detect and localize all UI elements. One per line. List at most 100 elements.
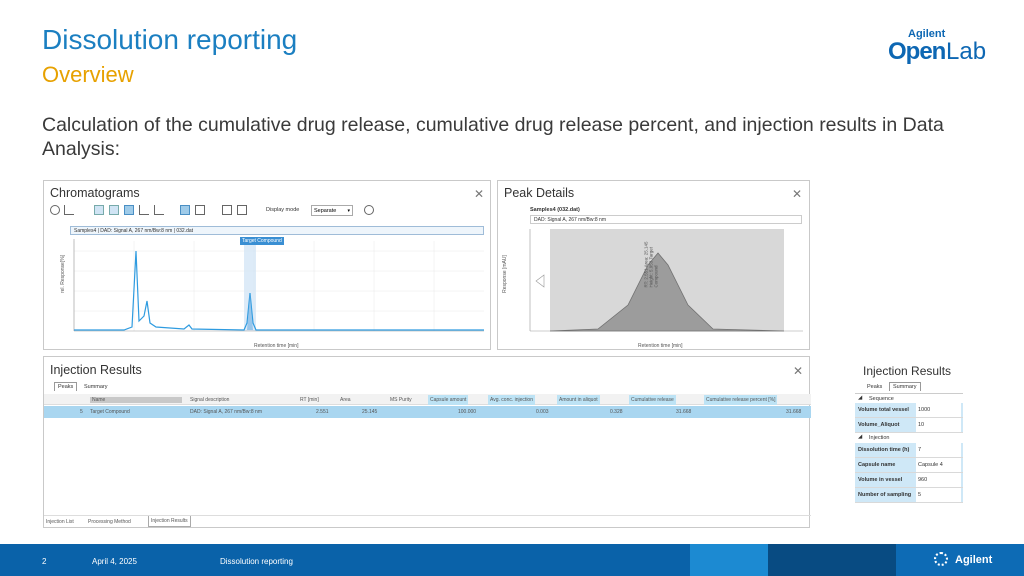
peak-y-axis-label: Response [mAU] xyxy=(501,255,508,293)
summary-key: Volume total vessel xyxy=(858,407,909,413)
chromatogram-trace xyxy=(74,250,484,331)
row-rt: 2.551 xyxy=(316,409,329,415)
summary-row: Number of sampling 5 xyxy=(855,488,963,503)
logo-lab-text: Lab xyxy=(946,38,987,65)
results-table-header: Name Signal description RT [min] Area MS… xyxy=(44,394,811,405)
bottom-tab-bar: Injection List Processing Method Injecti… xyxy=(44,515,811,528)
row-cum-release: 31.668 xyxy=(676,409,692,415)
collapse-icon[interactable]: ◢ xyxy=(858,434,863,440)
gear-icon[interactable] xyxy=(364,205,374,215)
summary-value: 1000 xyxy=(916,403,961,417)
tab-injection-results[interactable]: Injection Results xyxy=(148,516,191,527)
overlay-icon[interactable] xyxy=(109,205,119,215)
tab-processing-method[interactable]: Processing Method xyxy=(88,519,131,525)
summary-key: Volume_Aliquot xyxy=(858,422,900,428)
summary-tab-summary[interactable]: Summary xyxy=(889,382,921,391)
tab-injection-list[interactable]: Injection List xyxy=(46,519,74,525)
signal-header: Samples4 | DAD: Signal A, 267 nm/Bw:8 nm… xyxy=(70,226,484,235)
target-compound-tag: Target Compound xyxy=(240,237,284,245)
target-compound-label: Target Compound xyxy=(242,238,282,244)
summary-key: Volume in vessel xyxy=(858,477,903,483)
peak-annotation: RT: 2.551 Area: 25.145 Height: 5.953 Tar… xyxy=(643,241,659,288)
col-cum-release[interactable]: Cumulative release xyxy=(629,395,676,405)
chart-icon[interactable] xyxy=(64,205,74,215)
injection-label: Injection xyxy=(869,435,890,441)
summary-row: Volume in vessel 960 xyxy=(855,473,963,488)
summary-tab-peaks[interactable]: Peaks xyxy=(867,384,883,390)
sequence-label: Sequence xyxy=(869,396,894,402)
footer-accent-2 xyxy=(768,544,896,576)
col-rt[interactable]: RT [min] xyxy=(300,397,319,403)
chromatograms-title: Chromatograms xyxy=(50,186,140,200)
col-signal[interactable]: Signal description xyxy=(190,397,230,403)
row-area: 25.145 xyxy=(362,409,378,415)
collapse-icon[interactable]: ◢ xyxy=(858,395,863,401)
logo-open-text: Open xyxy=(888,38,946,65)
col-capsule-amount[interactable]: Capsule amount xyxy=(428,395,469,405)
chromatogram-chart xyxy=(73,239,484,332)
footer-brand: Agilent xyxy=(955,554,993,566)
col-amount-aliquot[interactable]: Amount in aliquot xyxy=(557,395,600,405)
summary-panel-title: Injection Results xyxy=(863,364,952,378)
row-amount-aliquot: 0.328 xyxy=(610,409,623,415)
target-highlight-band xyxy=(244,241,256,331)
tab-peaks[interactable]: Peaks xyxy=(54,382,78,391)
slide-subtitle: Overview xyxy=(42,62,134,87)
peak-x-axis-label: Retention time [min] xyxy=(638,343,683,349)
summary-value: 7 xyxy=(916,443,961,457)
col-cum-release-pct[interactable]: Cumulative release percent [%] xyxy=(704,395,778,405)
close-icon[interactable]: ✕ xyxy=(474,187,485,201)
zoom-icon[interactable] xyxy=(50,205,60,215)
display-mode-select[interactable]: Separate ▾ xyxy=(311,205,353,216)
summary-row: Dissolution time (h) 7 xyxy=(855,443,963,458)
summary-row: Volume total vessel 1000 xyxy=(855,403,963,418)
summary-value: 10 xyxy=(916,418,961,432)
stack-icon[interactable] xyxy=(94,205,104,215)
baseline-icon[interactable] xyxy=(154,205,164,215)
y-axis-label: rel. Response[%] xyxy=(60,254,67,294)
separate-icon[interactable] xyxy=(124,205,134,215)
peak-signal-label: DAD: Signal A, 267 nm/Bw:8 nm xyxy=(534,217,606,223)
tab-summary[interactable]: Summary xyxy=(84,384,108,390)
chromatograms-panel: Chromatograms ✕ Display mode Separate ▾ … xyxy=(43,180,491,350)
summary-value: Capsule 4 xyxy=(916,458,961,472)
openlab-logo: Agilent Open Lab xyxy=(886,28,986,68)
agilent-spark-icon xyxy=(934,552,948,566)
target-peak-fill xyxy=(247,293,253,330)
footer-date: April 4, 2025 xyxy=(92,557,137,566)
summary-value: 960 xyxy=(916,473,961,487)
injection-header[interactable]: ◢ Injection xyxy=(855,433,963,443)
summary-row: Capsule name Capsule 4 xyxy=(855,458,963,473)
export-icon[interactable] xyxy=(222,205,232,215)
col-avg-conc[interactable]: Avg. conc. injection xyxy=(488,395,535,405)
table-row[interactable]: 5 Target Compound DAD: Signal A, 267 nm/… xyxy=(44,406,811,418)
sequence-header[interactable]: ◢ Sequence xyxy=(855,393,963,403)
close-icon[interactable]: ✕ xyxy=(793,364,804,378)
row-capsule-amount: 100.000 xyxy=(458,409,477,415)
col-name[interactable]: Name xyxy=(90,397,182,403)
summary-row: Volume_Aliquot 10 xyxy=(855,418,963,433)
peaks-icon[interactable] xyxy=(139,205,149,215)
chromatogram-toolbar: Display mode Separate ▾ xyxy=(50,205,374,217)
row-avg-conc: 0.003 xyxy=(536,409,549,415)
chevron-down-icon: ▾ xyxy=(347,208,350,214)
left-arrow-icon xyxy=(535,274,545,288)
logo-agilent-text: Agilent xyxy=(908,28,946,40)
summary-value: 5 xyxy=(916,488,961,502)
slide-body: Calculation of the cumulative drug relea… xyxy=(42,114,944,160)
peak-detail-chart xyxy=(529,229,803,332)
signal-label: Samples4 | DAD: Signal A, 267 nm/Bw:8 nm… xyxy=(74,228,194,234)
row-name: Target Compound xyxy=(90,409,130,415)
injection-results-title: Injection Results xyxy=(50,363,142,377)
peak-sample-label: Samples4 (032.dat) xyxy=(530,207,580,213)
close-icon[interactable]: ✕ xyxy=(792,187,803,201)
tool-icon[interactable] xyxy=(180,205,190,215)
col-area[interactable]: Area xyxy=(340,397,351,403)
footer-accent-3 xyxy=(896,544,1024,576)
row-number: 5 xyxy=(80,409,83,415)
x-axis-label: Retention time [min] xyxy=(254,343,299,349)
settings-icon[interactable] xyxy=(237,205,247,215)
col-ms-purity[interactable]: MS Purity xyxy=(390,397,412,403)
link-icon[interactable] xyxy=(195,205,205,215)
slide-title: Dissolution reporting xyxy=(42,24,298,55)
